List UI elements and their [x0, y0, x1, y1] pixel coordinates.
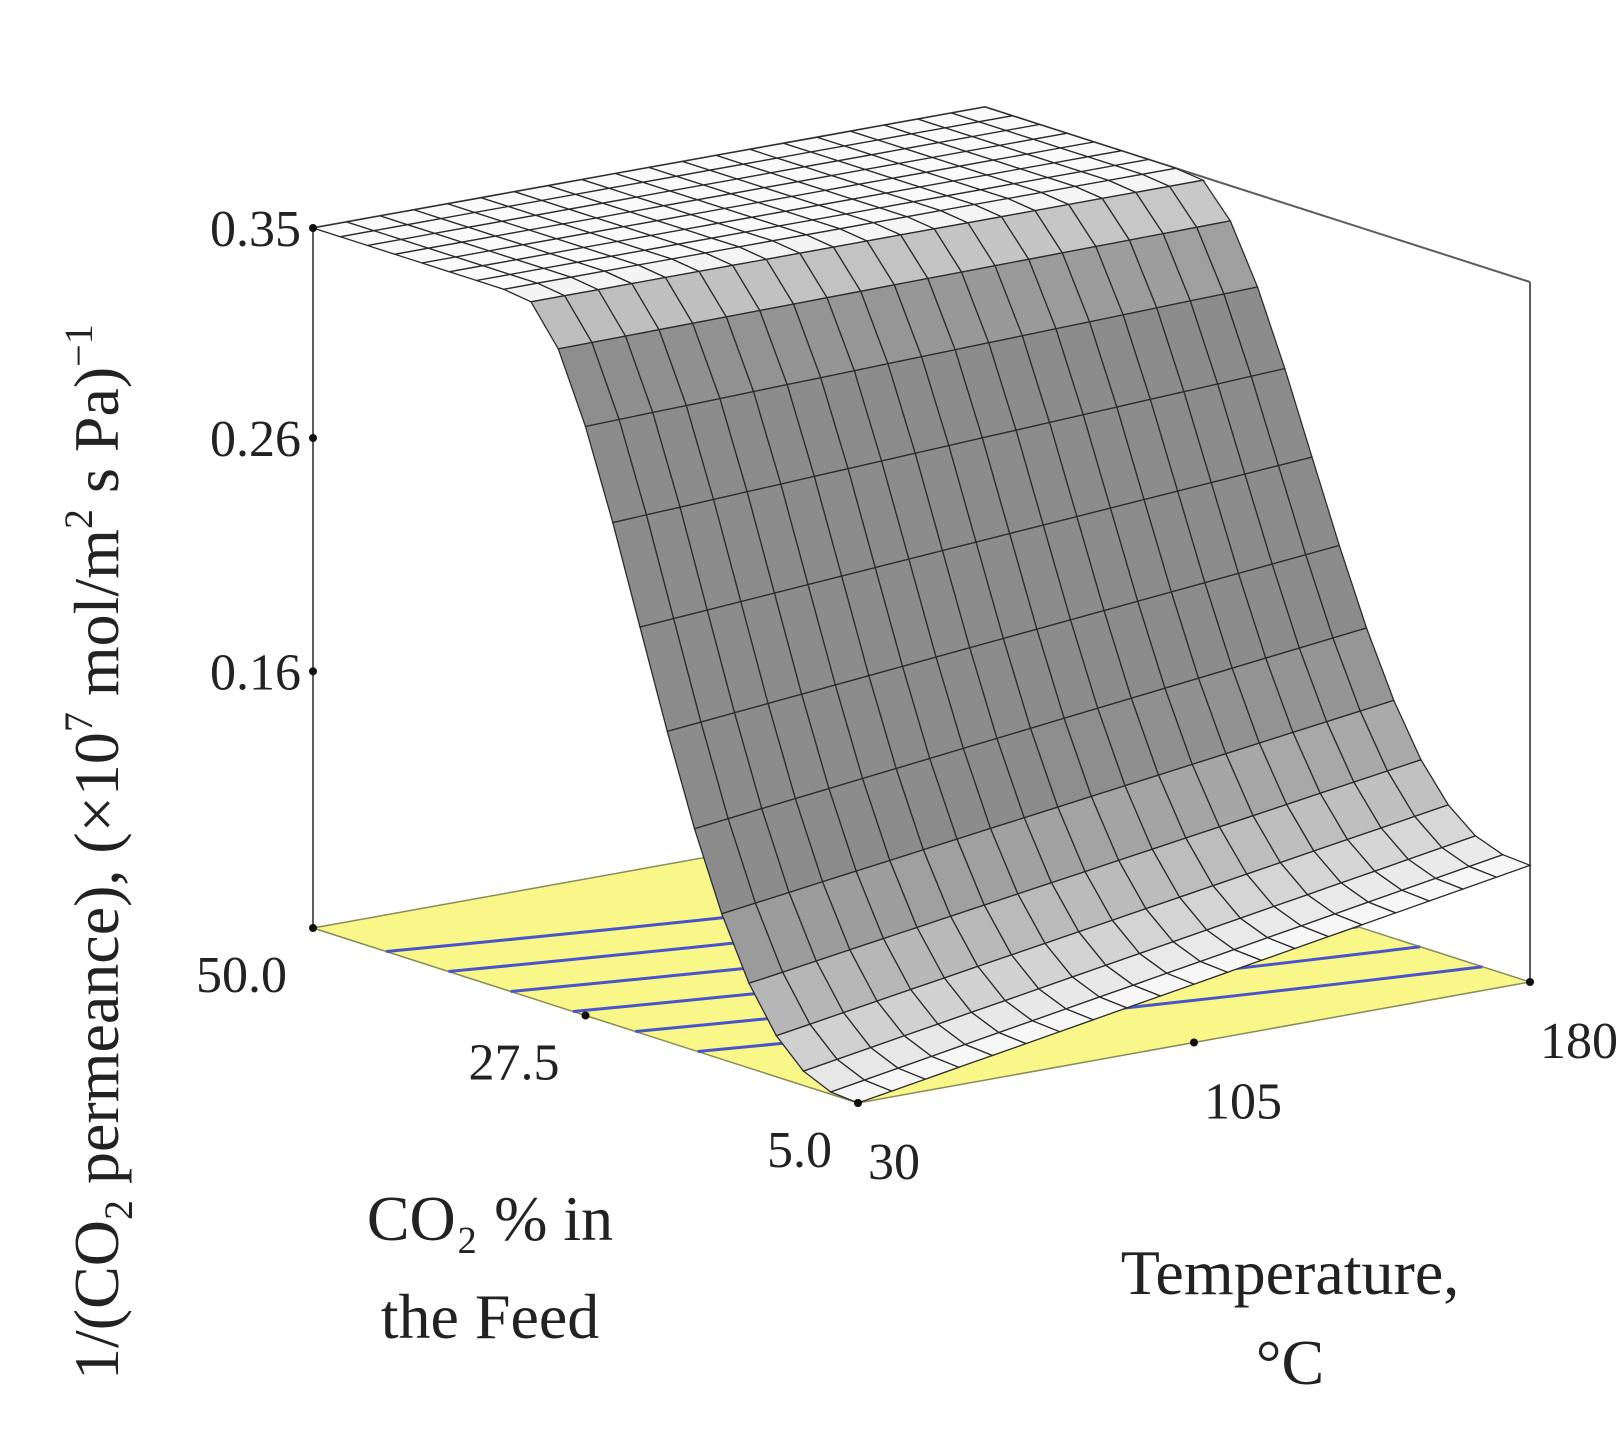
y-tick-mark [581, 1011, 590, 1020]
x-tick-label: 180 [1540, 1013, 1618, 1070]
z-tick-mark [309, 667, 317, 676]
y-axis-title-line1: CO₂ % in [367, 1183, 613, 1254]
z-tick-label: 0.16 [210, 644, 301, 701]
y-tick-label: 5.0 [767, 1122, 832, 1179]
y-tick-label: 27.5 [469, 1035, 560, 1092]
x-axis-title-line2: °C [1256, 1327, 1324, 1398]
x-tick-label: 30 [868, 1134, 920, 1191]
z-tick-mark [309, 224, 317, 232]
z-tick-label: 0.26 [210, 411, 301, 468]
x-tick-mark [1190, 1038, 1198, 1047]
z-tick-label: 0.35 [210, 201, 301, 258]
z-tick-mark [309, 434, 317, 442]
x-tick-mark [1526, 978, 1534, 986]
response-surface [312, 106, 1532, 1104]
z-axis-title: 1/(CO2 permeance), (×107 mol/m2 s Pa)−1 [56, 324, 141, 1380]
x-axis-title-line1: Temperature, [1121, 1237, 1459, 1308]
axis-ticks: 0.35 0.26 0.16 50.0 27.5 5.0 30 105 180 [196, 201, 1618, 1191]
surface-cell [828, 1079, 894, 1104]
x-tick-label: 105 [1204, 1074, 1282, 1131]
y-axis-title-line2: the Feed [381, 1281, 600, 1352]
x-tick-mark [854, 1099, 862, 1107]
y-tick-mark [309, 924, 317, 932]
y-tick-label: 50.0 [196, 947, 287, 1004]
